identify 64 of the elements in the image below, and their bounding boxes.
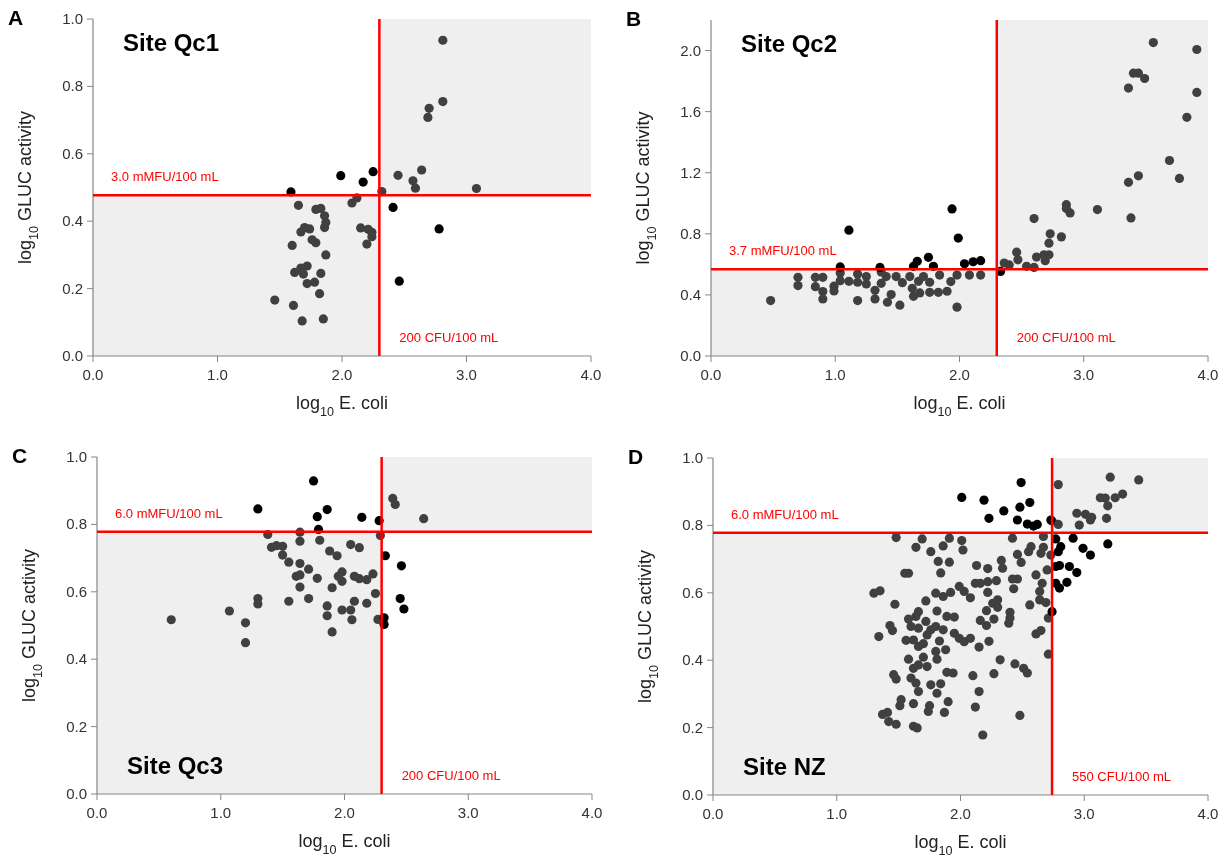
x-tick-label: 0.0 <box>86 804 108 821</box>
x-tick-label: 0.0 <box>702 805 724 822</box>
y-tick-label: 0.8 <box>66 515 87 533</box>
x-tick-label: 1.0 <box>824 366 846 383</box>
x-tick-label: 4.0 <box>1197 366 1219 383</box>
chart-title: D <box>628 445 644 468</box>
y-tick-label: 0.0 <box>66 785 87 802</box>
x-tick-label: 3.0 <box>457 804 479 821</box>
y-tick-label: 1.6 <box>680 102 701 120</box>
y-tick-label: 0.6 <box>682 583 703 601</box>
ref-line-label: 3.7 mMFU/100 mL <box>729 243 837 259</box>
y-tick-label: 1.0 <box>62 10 83 27</box>
y-tick-label: 0.4 <box>682 651 703 669</box>
y-tick-label: 0.2 <box>66 717 87 735</box>
y-tick-label: 2.0 <box>680 41 701 59</box>
ref-line-label: 6.0 mMFU/100 mL <box>115 505 223 521</box>
x-tick-label: 4.0 <box>580 366 602 383</box>
ref-line-label: 200 CFU/100 mL <box>401 768 501 783</box>
y-tick-label: 0.6 <box>62 144 83 162</box>
x-axis-title: log$_{10}$ E. coli <box>914 832 1007 858</box>
x-tick-label: 4.0 <box>581 804 603 821</box>
x-axis-title: log$_{10}$ E. coli <box>298 831 391 857</box>
y-tick-label: 0.0 <box>680 347 701 364</box>
x-tick-label: 2.0 <box>331 366 353 383</box>
ref-line-label: 550 CFU/100 mL <box>1072 769 1172 784</box>
x-tick-label: 2.0 <box>334 804 355 821</box>
y-tick-label: 0.8 <box>62 77 83 95</box>
y-tick-label: 0.2 <box>682 718 703 736</box>
x-tick-label: 3.0 <box>456 366 477 383</box>
y-tick-label: 0.8 <box>682 516 703 534</box>
x-tick-label: 2.0 <box>949 366 970 383</box>
annotation: Site Qc1 <box>123 29 220 56</box>
ref-line-label: 3.0 mMFU/100 mL <box>111 169 219 185</box>
x-axis-title: log$_{10}$ E. coli <box>913 393 1006 419</box>
ref-line-label: 6.0 mMFU/100 mL <box>731 506 839 522</box>
y-tick-label: 0.6 <box>66 582 87 600</box>
x-tick-label: 0.0 <box>700 366 722 383</box>
y-tick-label: 0.8 <box>680 224 701 242</box>
y-tick-label: 0.2 <box>62 279 83 297</box>
y-tick-label: 0.0 <box>62 347 83 364</box>
x-tick-label: 2.0 <box>950 805 971 822</box>
x-tick-label: 3.0 <box>1073 366 1095 383</box>
y-tick-label: 1.0 <box>66 448 87 465</box>
annotation: Site Qc3 <box>127 752 224 779</box>
x-tick-label: 3.0 <box>1073 805 1095 822</box>
x-tick-label: 4.0 <box>1197 805 1219 822</box>
annotation: Site NZ <box>743 753 826 780</box>
y-tick-label: 0.0 <box>682 786 703 803</box>
chart-title: A <box>8 6 24 29</box>
chart-title: C <box>12 444 28 467</box>
x-tick-label: 1.0 <box>210 804 232 821</box>
ref-line-label: 200 CFU/100 mL <box>1016 330 1116 345</box>
chart-title: B <box>626 7 642 30</box>
x-tick-label: 1.0 <box>207 366 228 383</box>
annotation: Site Qc2 <box>741 30 838 57</box>
x-tick-label: 0.0 <box>82 366 104 383</box>
x-tick-label: 1.0 <box>826 805 848 822</box>
y-tick-label: 1.0 <box>682 449 703 466</box>
y-tick-label: 1.2 <box>680 163 701 181</box>
y-tick-label: 0.4 <box>680 285 701 303</box>
ref-line-label: 200 CFU/100 mL <box>399 330 499 345</box>
y-tick-label: 0.4 <box>66 650 87 668</box>
y-tick-label: 0.4 <box>62 212 83 230</box>
x-axis-title: log$_{10}$ E. coli <box>295 393 389 419</box>
